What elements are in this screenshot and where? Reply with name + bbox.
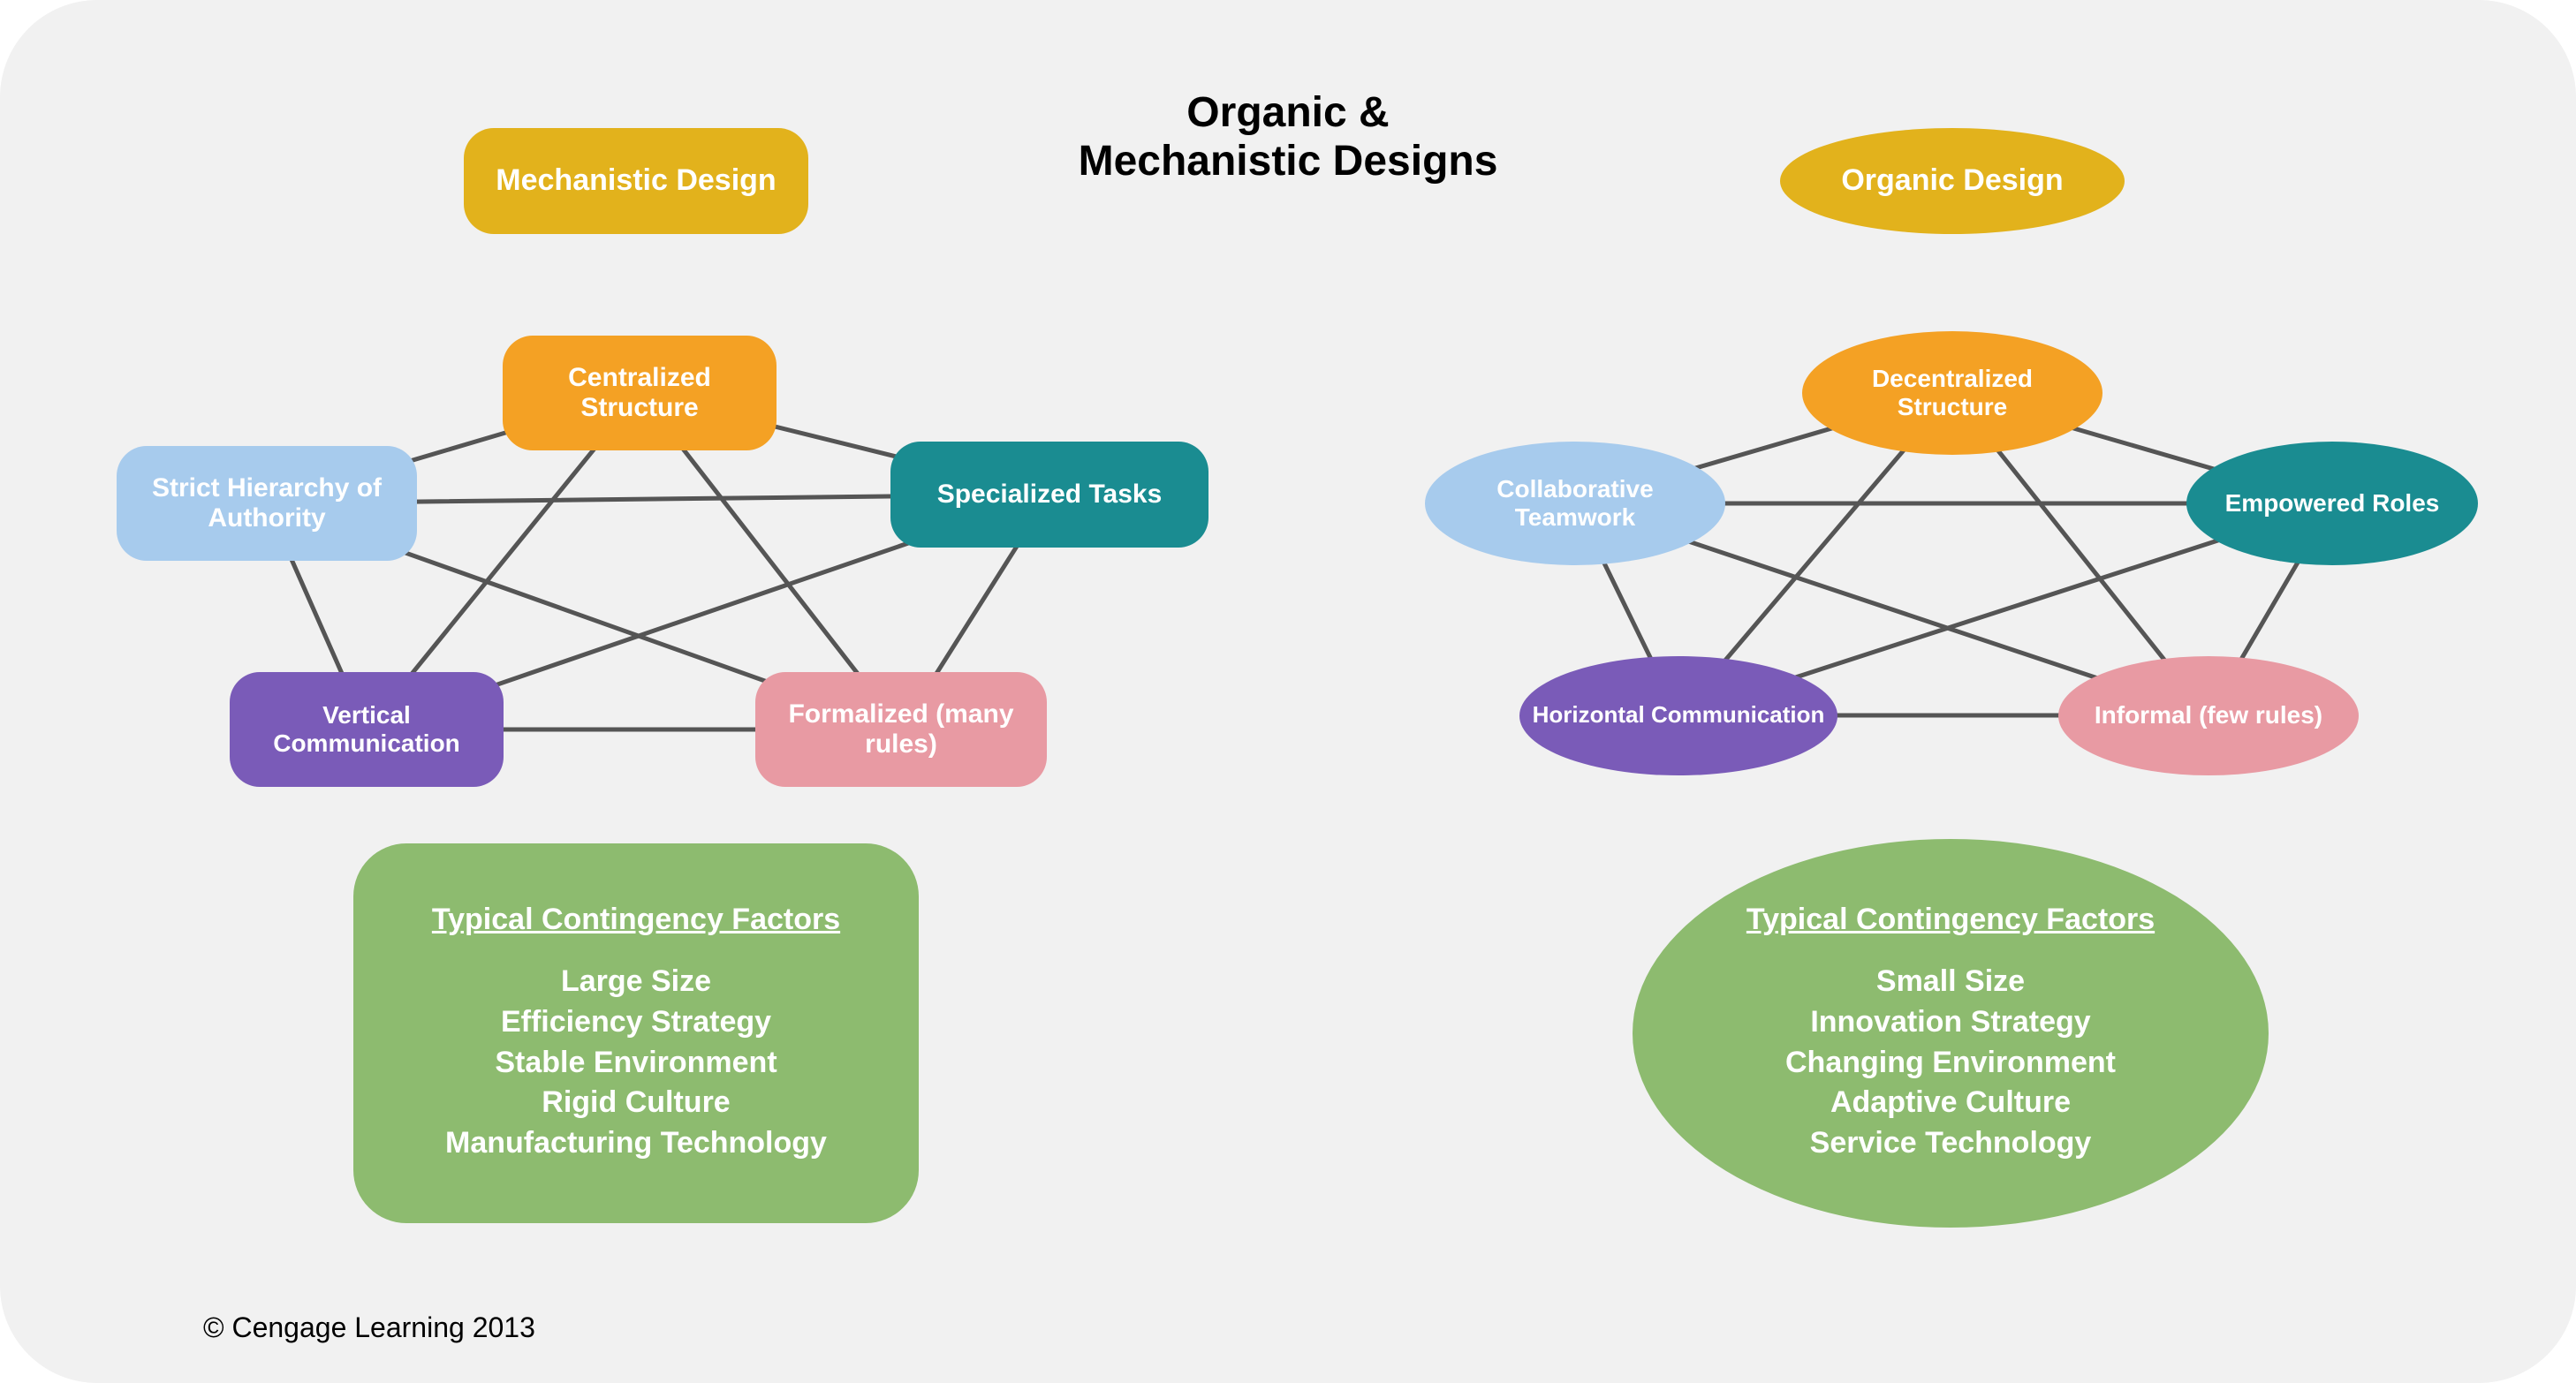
mechanistic-node-1: Strict Hierarchy of Authority (117, 446, 417, 561)
mechanistic-factors-header: Typical Contingency Factors (432, 903, 840, 937)
mechanistic-factors-item-1: Efficiency Strategy (501, 1002, 771, 1043)
diagram-stage: Organic & Mechanistic Designs Mechanisti… (0, 0, 2576, 1383)
mechanistic-node-3: Vertical Communication (230, 672, 504, 787)
mechanistic-factors-item-0: Large Size (561, 962, 711, 1002)
mechanistic-node-2: Specialized Tasks (890, 442, 1208, 548)
mechanistic-header: Mechanistic Design (464, 128, 808, 234)
organic-factors-item-0: Small Size (1876, 962, 2025, 1002)
organic-factors: Typical Contingency Factors Small SizeInn… (1633, 839, 2269, 1228)
mechanistic-node-0: Centralized Structure (503, 336, 777, 450)
organic-factors-item-3: Adaptive Culture (1830, 1083, 2071, 1123)
organic-node-4: Informal (few rules) (2058, 656, 2359, 775)
organic-factors-item-2: Changing Environment (1785, 1043, 2116, 1084)
organic-node-0: Decentralized Structure (1802, 331, 2102, 455)
mechanistic-factors-item-2: Stable Environment (495, 1043, 777, 1084)
organic-header: Organic Design (1780, 128, 2125, 234)
main-title: Organic & Mechanistic Designs (1076, 88, 1500, 185)
mechanistic-factors-item-4: Manufacturing Technology (445, 1123, 827, 1164)
organic-node-1: Collaborative Teamwork (1425, 442, 1725, 565)
organic-factors-item-4: Service Technology (1810, 1123, 2092, 1164)
mechanistic-factors-item-3: Rigid Culture (542, 1083, 730, 1123)
organic-factors-header: Typical Contingency Factors (1746, 903, 2155, 937)
organic-node-3: Horizontal Communication (1519, 656, 1837, 775)
mechanistic-factors: Typical Contingency Factors Large SizeEff… (353, 843, 919, 1223)
mechanistic-node-4: Formalized (many rules) (755, 672, 1047, 787)
organic-factors-item-1: Innovation Strategy (1810, 1002, 2090, 1043)
copyright-text: © Cengage Learning 2013 (203, 1311, 535, 1344)
organic-node-2: Empowered Roles (2186, 442, 2478, 565)
